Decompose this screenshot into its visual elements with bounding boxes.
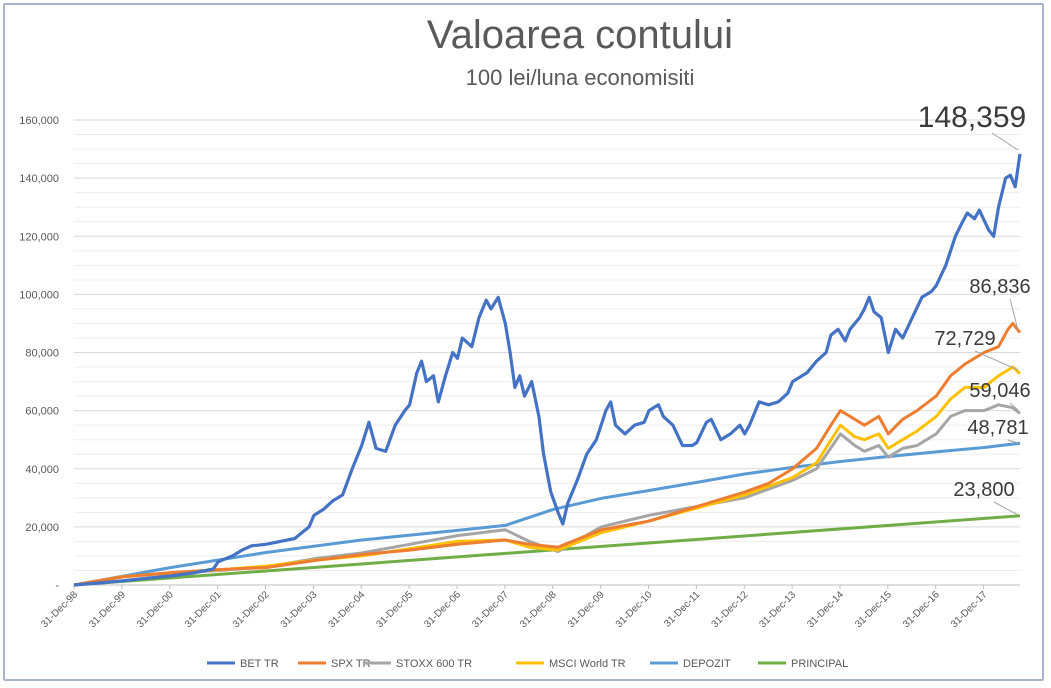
- x-tick-label: 31-Dec-02: [231, 589, 272, 630]
- grid: [74, 119, 1020, 571]
- annotation-leader-line: [1009, 402, 1019, 411]
- y-tick-label: 120,000: [19, 231, 59, 243]
- x-tick-label: 31-Dec-04: [327, 589, 368, 630]
- y-tick-label: 40,000: [25, 464, 59, 476]
- y-tick-label: 160,000: [19, 115, 59, 127]
- x-axis: 31-Dec-98 31-Dec-99 31-Dec-00 31-Dec-01 31-D…: [39, 584, 1020, 630]
- legend-label: MSCI World TR: [549, 658, 626, 670]
- x-tick-label: 31-Dec-98: [39, 589, 80, 630]
- end-value-label: 48,781: [967, 417, 1028, 439]
- annotation-leader-line: [991, 132, 1019, 151]
- legend-label: PRINCIPAL: [791, 658, 848, 670]
- x-tick-label: 31-Dec-07: [470, 589, 511, 630]
- y-tick-label: 100,000: [19, 289, 59, 301]
- end-value-label: 59,046: [969, 380, 1030, 402]
- series-lines: [73, 153, 1022, 587]
- legend-label: STOXX 600 TR: [396, 658, 472, 670]
- end-value-annotations: 148,359 86,836 72,729 59,046 48,781 23,800: [918, 101, 1031, 516]
- series-line-depozit: [73, 441, 1021, 587]
- x-tick-label: 31-Dec-03: [279, 589, 320, 630]
- legend-label: SPX TR: [331, 658, 371, 670]
- series-line-stoxx-600-tr: [73, 403, 1021, 587]
- x-tick-label: 31-Dec-15: [853, 589, 894, 630]
- y-tick-label: 60,000: [25, 406, 59, 418]
- end-value-label: 23,800: [953, 479, 1014, 501]
- series-line-spx-tr: [73, 321, 1022, 587]
- x-tick-label: 31-Dec-11: [662, 589, 703, 630]
- x-tick-label: 31-Dec-14: [805, 589, 846, 630]
- y-tick-label: 140,000: [19, 173, 59, 185]
- x-tick-label: 31-Dec-00: [135, 589, 176, 630]
- x-tick-label: 31-Dec-06: [422, 589, 463, 630]
- chart-subtitle: 100 lei/luna economisiti: [466, 65, 695, 90]
- x-tick-label: 31-Dec-99: [87, 589, 128, 630]
- legend: BET TR SPX TR STOXX 600 TR MSCI World TR DEP…: [207, 658, 848, 670]
- x-tick-label: 31-Dec-10: [614, 589, 655, 630]
- x-tick-label: 31-Dec-13: [757, 589, 798, 630]
- chart-title: Valoarea contului: [427, 13, 733, 57]
- end-value-label: 72,729: [934, 328, 995, 350]
- x-tick-label: 31-Dec-01: [183, 589, 224, 630]
- x-tick-label: 31-Dec-08: [518, 589, 559, 630]
- annotation-leader-line: [1007, 439, 1019, 444]
- y-tick-label: 80,000: [25, 348, 59, 360]
- legend-label: BET TR: [240, 658, 279, 670]
- x-tick-label: 31-Dec-17: [949, 589, 990, 630]
- end-value-label: 86,836: [969, 276, 1030, 298]
- x-tick-label: 31-Dec-09: [566, 589, 607, 630]
- y-tick-label: -: [55, 580, 59, 592]
- annotation-leader-line: [993, 501, 1019, 516]
- legend-label: DEPOZIT: [683, 658, 731, 670]
- y-tick-label: 20,000: [25, 522, 59, 534]
- x-tick-label: 31-Dec-05: [374, 589, 415, 630]
- x-tick-label: 31-Dec-16: [901, 589, 942, 630]
- annotation-leader-line: [974, 350, 1019, 371]
- y-axis: - 20,000 40,000 60,000 80,000 100,000 120,000 1…: [19, 115, 59, 592]
- series-line-bet-tr: [73, 153, 1022, 587]
- annotation-leader-line: [1009, 298, 1019, 331]
- end-value-label: 148,359: [918, 101, 1026, 134]
- x-tick-label: 31-Dec-12: [710, 589, 751, 630]
